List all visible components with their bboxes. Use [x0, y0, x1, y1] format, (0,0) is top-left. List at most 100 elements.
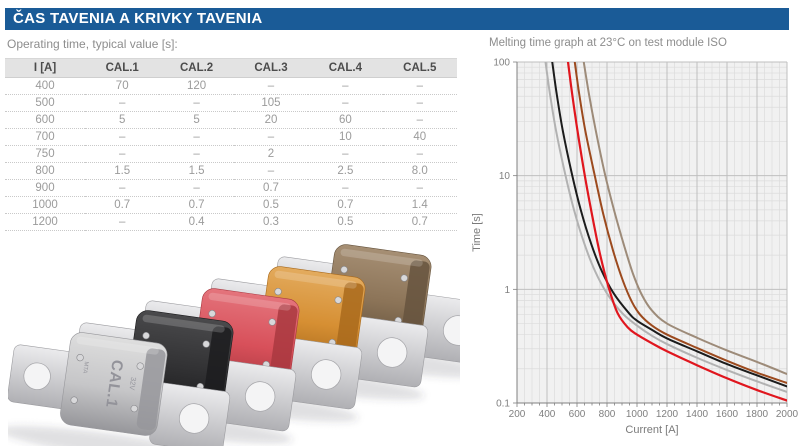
x-tick-label: 2000 [776, 409, 799, 420]
bolt-hole-left [23, 362, 51, 390]
x-tick-label: 400 [539, 409, 556, 420]
page-title: ČAS TAVENIA A KRIVKY TAVENIA [5, 8, 789, 30]
x-tick-label: 1400 [686, 409, 709, 420]
x-tick-label: 1800 [746, 409, 769, 420]
table-cell: 0.7 [233, 179, 309, 197]
table-cell: – [382, 77, 457, 95]
table-cell: – [159, 128, 234, 146]
table-cell: 60 [308, 111, 383, 129]
x-tick-label: 1600 [716, 409, 739, 420]
table-cell: 800 [5, 162, 85, 180]
table-row: 750– –2– – [5, 145, 457, 163]
fuse-cal.1: CAL.1 32V MTA [8, 332, 231, 446]
column-header: I [A] [5, 58, 85, 78]
bolt-hole-right [244, 381, 276, 412]
table-cell: 0.7 [159, 196, 234, 214]
bolt-hole-right [310, 359, 342, 390]
rivet [76, 354, 84, 362]
y-tick-label: 100 [493, 58, 510, 69]
fuse-voltage-label: 32V [127, 376, 138, 390]
rivet [130, 404, 138, 413]
rivet [340, 266, 348, 274]
table-header-row: I [A] CAL.1 CAL.2 CAL.3 CAL.4 CAL.5 [5, 58, 457, 78]
table-row: 600 5 5 20 60– [5, 111, 457, 129]
y-tick-label: 1 [504, 285, 510, 296]
table-row: 400 70 120– – – [5, 77, 457, 95]
rivet [70, 396, 78, 404]
bolt-hole-right [442, 315, 460, 346]
table-cell: 900 [5, 179, 85, 197]
bolt-hole-right [178, 403, 210, 434]
curve-cal.3 [566, 62, 787, 402]
x-tick-label: 200 [509, 409, 526, 420]
fuse-product-image: CAL.1 32V MTA [8, 244, 460, 446]
chart-title: Melting time graph at 23°C on test modul… [489, 37, 727, 49]
x-tick-label: 1200 [656, 409, 679, 420]
table-cell: 500 [5, 94, 85, 112]
table-cell: 0.7 [85, 196, 160, 214]
table-cell: 700 [5, 128, 85, 146]
curve-cal.4 [573, 62, 787, 384]
y-axis-title: Time [s] [471, 213, 483, 252]
rivet [142, 332, 150, 340]
table-cell: – [308, 94, 383, 112]
table-cell: 0.7 [308, 196, 383, 214]
table-cell: 5 [159, 111, 234, 129]
table-cell: – [233, 77, 309, 95]
y-tick-label: 10 [499, 171, 511, 182]
x-tick-label: 600 [569, 409, 586, 420]
table-cell: – [233, 162, 309, 180]
rivet [400, 274, 408, 282]
table-cell: – [382, 179, 457, 197]
table-cell: 20 [233, 111, 309, 129]
table-cell: – [382, 111, 457, 129]
x-tick-label: 1000 [626, 409, 649, 420]
table-cell: 0.5 [233, 196, 309, 214]
table-cell: – [85, 145, 160, 163]
table-row: 800 1.5 1.5–2.5 8.0 [5, 162, 457, 180]
curve-cal.5 [582, 62, 787, 375]
table-cell: – [85, 213, 160, 231]
fuse-rating-label: CAL.1 [102, 359, 126, 409]
y-tick-label: 0.1 [496, 399, 510, 410]
rivet [274, 288, 282, 296]
table-caption: Operating time, typical value [s]: [7, 37, 178, 51]
table-cell: – [382, 94, 457, 112]
table-cell: 600 [5, 111, 85, 129]
x-axis-title: Current [A] [625, 424, 678, 436]
rivet [268, 318, 276, 326]
table-cell: – [85, 94, 160, 112]
brand-label: MTA [81, 361, 89, 374]
table-cell: – [233, 128, 309, 146]
melting-time-chart: 200 400 600 800 1000 1200 1400 1600 1800 2000 0.1 1… [471, 58, 799, 437]
column-header: CAL.2 [159, 58, 234, 78]
table-cell: 10 [308, 128, 383, 146]
table-cell: 2.5 [308, 162, 383, 180]
table-row: 700– – –10 40 [5, 128, 457, 146]
melting-curves [544, 62, 787, 402]
table-cell: – [308, 179, 383, 197]
rivet [208, 310, 216, 318]
table-cell: 1.5 [159, 162, 234, 180]
table-cell: 1200 [5, 213, 85, 231]
table-cell: 0.7 [382, 213, 457, 231]
table-row: 900– –0.7– – [5, 179, 457, 197]
table-cell: 105 [233, 94, 309, 112]
column-header: CAL.3 [233, 58, 309, 78]
table-cell: – [308, 145, 383, 163]
column-header: CAL.5 [382, 58, 457, 78]
table-cell: 8.0 [382, 162, 457, 180]
table-row: 1000 0.7 0.7 0.5 0.7 1.4 [5, 196, 457, 214]
table-cell: 400 [5, 77, 85, 95]
table-cell: 5 [85, 111, 160, 129]
table-cell: 0.4 [159, 213, 234, 231]
table-cell: 750 [5, 145, 85, 163]
table-cell: 0.5 [308, 213, 383, 231]
table-cell: – [382, 145, 457, 163]
column-header: CAL.4 [308, 58, 383, 78]
table-cell: – [159, 179, 234, 197]
table-cell: 40 [382, 128, 457, 146]
rivet [202, 340, 210, 348]
table-cell: – [159, 145, 234, 163]
